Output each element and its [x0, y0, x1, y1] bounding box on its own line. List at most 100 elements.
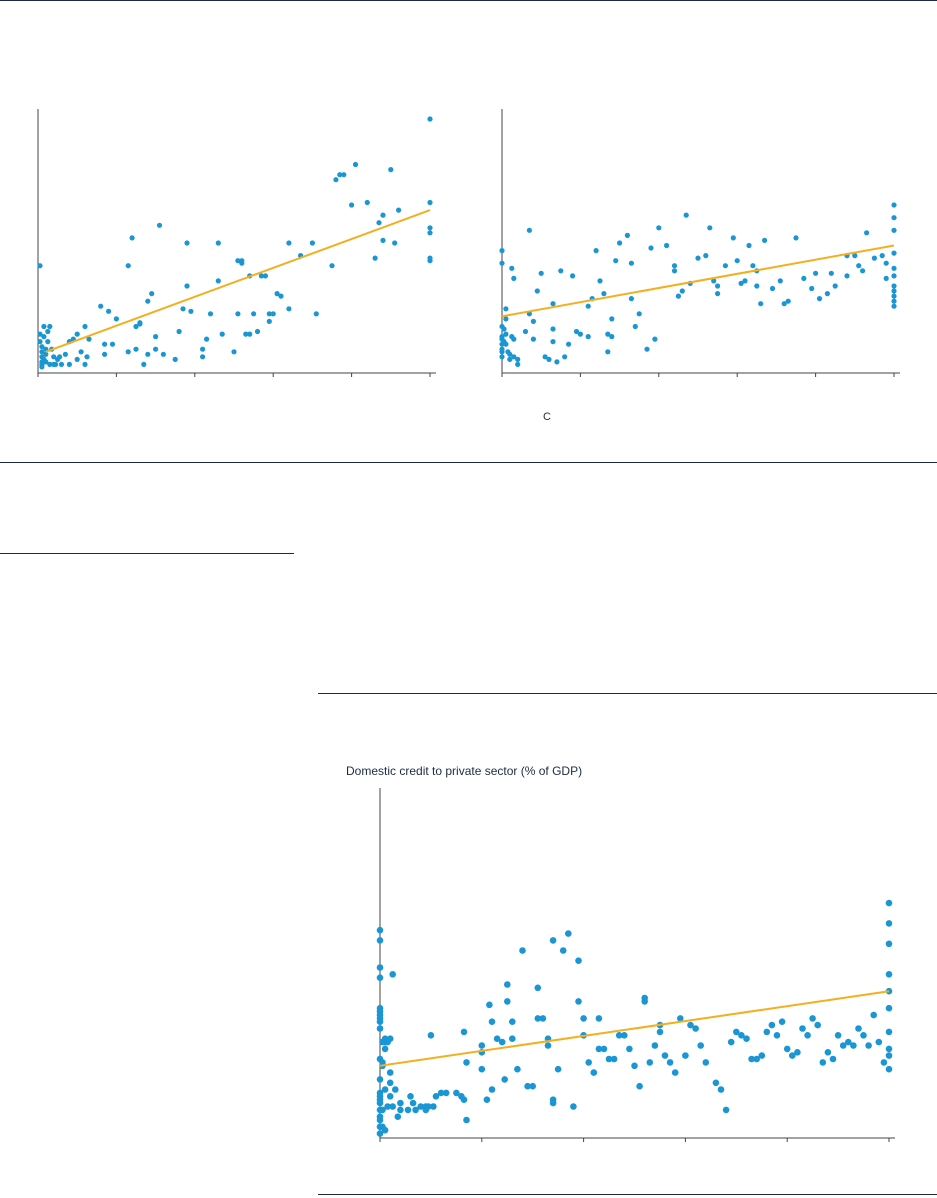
data-point — [313, 311, 319, 317]
data-point — [463, 1116, 470, 1124]
data-point — [184, 283, 190, 289]
data-point — [814, 1021, 821, 1029]
data-point — [738, 1032, 745, 1039]
data-point — [697, 1042, 704, 1049]
data-point — [507, 351, 513, 357]
trend-line — [501, 244, 895, 318]
data-point — [379, 1106, 386, 1114]
data-point — [519, 947, 526, 954]
data-point — [78, 349, 84, 355]
sidebar-rule — [0, 553, 294, 554]
data-point — [891, 265, 897, 271]
data-point — [376, 1025, 384, 1032]
data-point — [860, 268, 866, 274]
data-point — [829, 1055, 837, 1063]
data-point — [554, 1065, 562, 1073]
data-point — [498, 1038, 506, 1046]
data-point — [511, 275, 517, 281]
data-point — [621, 1032, 628, 1039]
data-point — [559, 947, 567, 954]
data-point — [542, 354, 548, 360]
data-point — [885, 971, 893, 978]
data-point — [885, 940, 893, 948]
data-point — [389, 971, 397, 978]
data-point — [743, 1035, 750, 1042]
data-point — [609, 334, 615, 340]
data-point — [386, 1093, 394, 1100]
data-point — [417, 1103, 425, 1110]
data-point — [664, 242, 670, 249]
data-point — [364, 199, 370, 206]
data-point — [376, 1018, 384, 1025]
data-point — [617, 240, 623, 246]
data-point — [628, 296, 635, 302]
data-point — [309, 240, 315, 246]
data-point — [278, 293, 284, 299]
data-point — [746, 242, 752, 249]
trend-line — [379, 990, 890, 1067]
data-point — [160, 351, 166, 357]
data-point — [262, 273, 268, 279]
data-point — [595, 1045, 603, 1053]
data-point — [286, 306, 292, 312]
data-point — [204, 336, 210, 342]
data-point — [683, 212, 689, 218]
data-point — [200, 346, 206, 352]
data-point — [722, 1106, 730, 1114]
data-point — [750, 263, 756, 269]
data-point — [47, 323, 53, 330]
data-point — [679, 288, 685, 294]
data-point — [376, 926, 384, 934]
data-point — [549, 937, 557, 944]
data-point — [891, 298, 897, 304]
data-point — [106, 308, 112, 314]
data-point — [427, 199, 433, 206]
data-point — [605, 349, 611, 355]
data-point — [605, 331, 611, 337]
data-point — [855, 1025, 862, 1032]
data-point — [215, 278, 221, 284]
data-point — [437, 1089, 445, 1097]
data-point — [850, 1042, 857, 1049]
data-point — [778, 1018, 786, 1025]
data-point — [715, 291, 721, 297]
data-point — [499, 354, 505, 360]
data-point — [575, 998, 582, 1005]
data-point — [748, 1055, 755, 1063]
data-point — [153, 346, 159, 352]
data-point — [478, 1042, 486, 1049]
data-point — [254, 328, 261, 335]
data-point — [577, 331, 584, 337]
top-rule — [0, 0, 937, 1]
data-point — [86, 336, 92, 342]
data-point — [754, 283, 760, 289]
data-point — [43, 351, 49, 357]
data-point — [628, 260, 635, 266]
data-point — [39, 349, 45, 355]
chart-bottom-title: Domestic credit to private sector (% of … — [346, 764, 583, 778]
data-point — [762, 237, 768, 243]
data-point — [125, 349, 131, 355]
data-point — [573, 328, 580, 335]
data-point — [677, 1015, 684, 1022]
data-point — [891, 250, 897, 256]
data-point — [793, 235, 799, 241]
data-point — [597, 278, 603, 284]
data-point — [74, 356, 80, 362]
data-point — [172, 356, 178, 362]
data-point — [626, 1045, 633, 1053]
data-point — [550, 339, 556, 345]
section-rule-2 — [318, 693, 937, 694]
data-point — [397, 1099, 404, 1107]
data-point — [98, 303, 104, 309]
data-point — [538, 270, 544, 276]
data-point — [824, 1049, 832, 1056]
data-point — [636, 311, 642, 317]
data-point — [341, 172, 347, 178]
data-point — [769, 285, 776, 292]
data-point — [329, 263, 335, 269]
data-point — [715, 283, 721, 289]
data-point — [613, 258, 619, 264]
data-point — [595, 1015, 603, 1022]
data-point — [442, 1089, 450, 1097]
